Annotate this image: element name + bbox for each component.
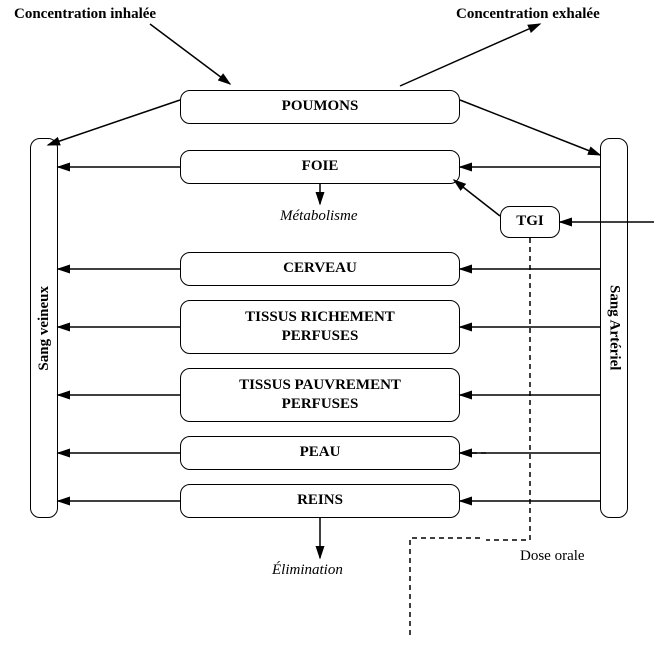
label-oral-dose: Dose orale (520, 548, 585, 565)
box-lungs: POUMONS (180, 90, 460, 124)
box-liver: FOIE (180, 150, 460, 184)
label-metabolism: Métabolisme (280, 208, 357, 225)
box-brain: CERVEAU (180, 252, 460, 286)
box-rich: TISSUS RICHEMENT PERFUSES (180, 300, 460, 354)
label-inhale: Concentration inhalée (14, 6, 156, 23)
diagram-canvas: Concentration inhalée Concentration exha… (0, 0, 669, 647)
label-elimination: Élimination (272, 562, 343, 579)
box-venous: Sang veineux (30, 138, 58, 518)
box-skin: PEAU (180, 436, 460, 470)
box-arterial: Sang Artériel (600, 138, 628, 518)
box-kidneys: REINS (180, 484, 460, 518)
label-arterial: Sang Artériel (606, 285, 623, 370)
label-venous: Sang veineux (36, 286, 53, 371)
box-poor: TISSUS PAUVREMENT PERFUSES (180, 368, 460, 422)
box-tgi: TGI (500, 206, 560, 238)
label-exhale: Concentration exhalée (456, 6, 600, 23)
